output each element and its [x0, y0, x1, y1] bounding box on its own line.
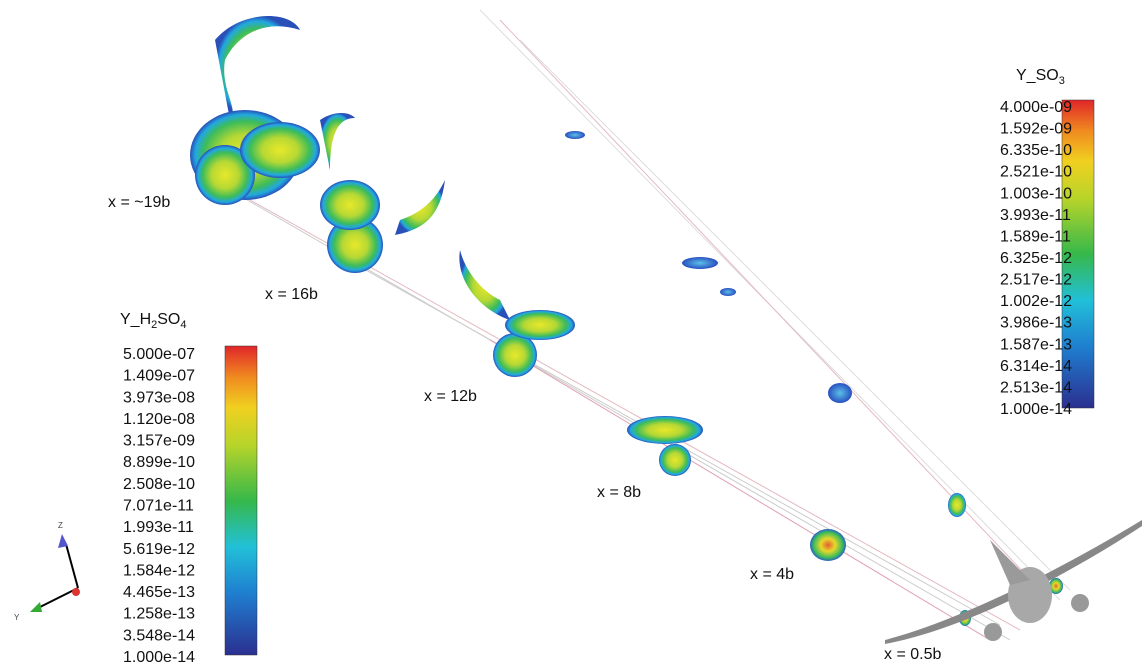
scene: Z Y Y_H2SO4 Y_SO3 5.000e-07 1.409e-07 3.97… [0, 0, 1142, 666]
legend-title: Y_H2SO4 [120, 311, 187, 331]
legend-tick-label: 3.973e-08 [123, 389, 195, 406]
plumes [190, 16, 1063, 626]
legend-title-part: Y_H [120, 311, 151, 328]
legend-tick-label: 1.587e-13 [1000, 336, 1072, 353]
legend-title-part: Y_SO [1016, 67, 1059, 84]
legend-title-part: SO [157, 311, 180, 328]
legend-tick-label: 2.517e-12 [1000, 272, 1072, 289]
legend-tick-label: 1.584e-12 [123, 562, 195, 579]
legend-tick-label: 4.000e-09 [1000, 99, 1072, 116]
axis-triad: Z Y [14, 521, 80, 622]
legend-tick-label: 7.071e-11 [123, 498, 194, 515]
legend-tick-label: 3.993e-11 [1000, 207, 1071, 224]
legend-tick-label: 1.993e-11 [123, 519, 194, 536]
station-label: x = 16b [265, 286, 318, 303]
legend-tick-label: 1.409e-07 [123, 368, 195, 385]
legend-tick-label: 1.003e-10 [1000, 185, 1072, 202]
legend-tick-label: 6.335e-10 [1000, 142, 1072, 159]
legend-tick-label: 3.157e-09 [123, 433, 195, 450]
legend-tick-label: 1.002e-12 [1000, 293, 1072, 310]
legend-tick-label: 3.548e-14 [123, 627, 195, 644]
legend-tick-label: 1.000e-14 [1000, 401, 1072, 418]
legend-tick-label: 5.000e-07 [123, 346, 195, 363]
station-label: x = 0.5b [884, 646, 941, 663]
legend-title: Y_SO3 [1016, 67, 1065, 87]
axis-label: Z [58, 521, 63, 530]
legend-tick-label: 1.000e-14 [123, 649, 195, 666]
legend-tick-label: 1.120e-08 [123, 411, 195, 428]
trajectories [230, 10, 1070, 640]
legend-tick-label: 1.592e-09 [1000, 121, 1072, 138]
station-label: x = 12b [424, 388, 477, 405]
legend-tick-label: 6.325e-12 [1000, 250, 1072, 267]
legend-tick-label: 2.508e-10 [123, 476, 195, 493]
station-label: x = 8b [597, 484, 641, 501]
legend-tick-label: 2.513e-14 [1000, 379, 1072, 396]
legend-tick-label: 1.589e-11 [1000, 228, 1071, 245]
legend-tick-label: 1.258e-13 [123, 606, 195, 623]
legend-tick-label: 2.521e-10 [1000, 164, 1072, 181]
axis-label: Y [14, 613, 20, 622]
colorbar [225, 346, 257, 655]
legend-tick-label: 5.619e-12 [123, 541, 195, 558]
legend-tick-label: 3.986e-13 [1000, 315, 1072, 332]
station-label: x = 4b [750, 566, 794, 583]
legend-title-part: 4 [180, 319, 186, 331]
legend-title-part: 3 [1059, 75, 1065, 87]
legend-tick-label: 6.314e-14 [1000, 358, 1072, 375]
station-label: x = ~19b [108, 194, 170, 211]
legend-tick-label: 4.465e-13 [123, 584, 195, 601]
legend-tick-label: 8.899e-10 [123, 454, 195, 471]
